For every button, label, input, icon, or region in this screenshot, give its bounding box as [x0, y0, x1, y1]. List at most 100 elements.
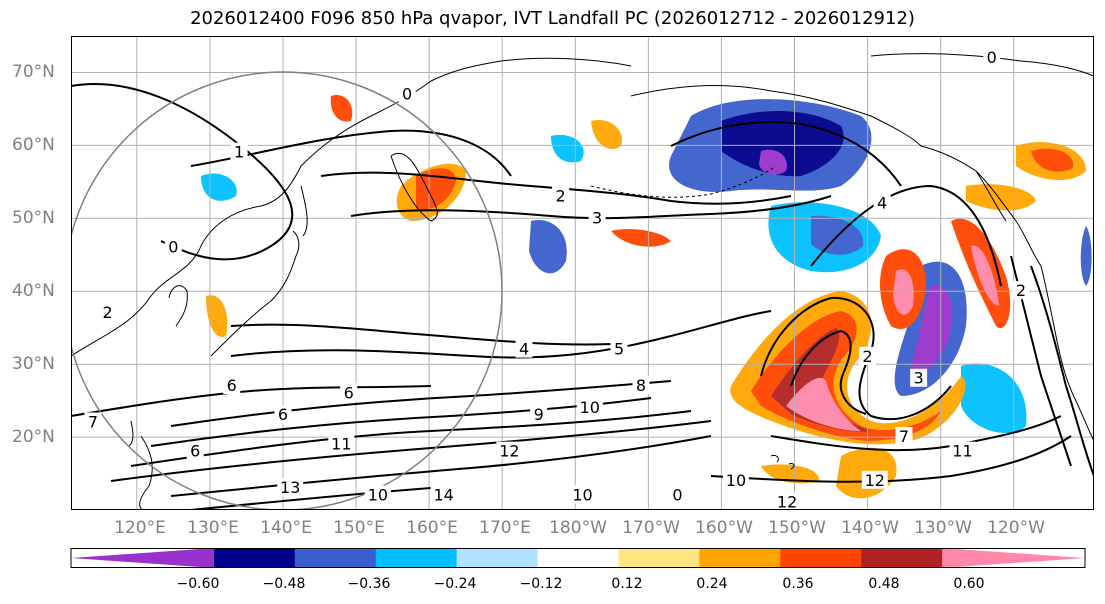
contour-label: 11: [952, 442, 972, 461]
pos-field-canada-core: [1031, 148, 1074, 172]
contour-8: [170, 380, 672, 427]
lat-label-50n: 50°N: [12, 208, 55, 228]
contour-label: 5: [614, 340, 624, 359]
contour-label-bg: [398, 84, 416, 103]
lat-label-70n: 70°N: [12, 62, 55, 82]
contour-label-bg: [99, 303, 117, 322]
contour-label-bg: [632, 376, 650, 395]
contour-label: 1: [234, 143, 244, 162]
contour-label-bg: [668, 485, 686, 504]
lon-label-140e: 140°E: [260, 518, 312, 538]
contour-label-bg: [328, 434, 355, 453]
contour-label-bg: [223, 376, 241, 395]
lat-label-20n: 20°N: [12, 427, 55, 447]
colorbar-segment: [375, 548, 458, 568]
contour-label-bg: [84, 412, 102, 431]
figure-title: 2026012400 F096 850 hPa qvapor, IVT Land…: [190, 8, 915, 29]
colorbar-segment: [213, 548, 296, 568]
contours: [71, 83, 1094, 510]
contour-label: 12: [777, 493, 797, 510]
contour-label: 11: [331, 434, 351, 453]
lon-label-150w: 150°W: [768, 518, 826, 538]
contour-alaska: [670, 121, 902, 187]
contour-na-2: [1030, 265, 1094, 477]
cb-tick-0-48: 0.48: [868, 576, 900, 592]
colorbar-segment: [699, 548, 781, 568]
radius-circle: [71, 71, 503, 510]
pos-field-kamchatka-core: [416, 168, 456, 210]
lon-label-130e: 130°E: [187, 518, 239, 538]
neg-field-alaska-purple: [759, 149, 787, 175]
contour-12: [170, 435, 712, 497]
colorbar-frame: [70, 548, 1086, 568]
contour-label-bg: [230, 142, 248, 161]
cb-tick-minus-0-60: −0.60: [176, 576, 220, 592]
colorbar: [70, 548, 1086, 568]
lon-label-160w: 160°W: [695, 518, 753, 538]
colorbar-segment: [861, 548, 943, 568]
coast-aleutians: [590, 165, 777, 198]
cb-tick-minus-0-36: −0.36: [347, 576, 391, 592]
contour-label-bg: [515, 339, 533, 358]
contour-label-bg: [552, 186, 570, 205]
colorbar-segment: [294, 548, 377, 568]
coast-korea: [168, 285, 188, 327]
coast-sakhalin: [300, 185, 308, 237]
contour-label: 0: [402, 84, 412, 103]
contour-4: [230, 323, 612, 346]
contour-low-ring-inner: [790, 329, 867, 415]
contour-label: 12: [499, 442, 519, 461]
contour-11: [110, 420, 712, 482]
contour-label: 2: [102, 303, 112, 322]
contour-label-bg: [858, 346, 876, 365]
contour-label: 3: [914, 369, 924, 388]
contour-label-bg: [430, 485, 457, 504]
pos-field-alberta: [966, 184, 1036, 211]
lat-label-40n: 40°N: [12, 281, 55, 301]
contour-label-bg: [588, 208, 606, 227]
contour-label-bg: [576, 397, 603, 416]
pos-field-ring-pink: [786, 377, 861, 431]
contour-label: 2: [862, 347, 872, 366]
pos-field-north: [591, 120, 622, 149]
neg-field-subtropics: [961, 363, 1027, 434]
contour-label: 3: [592, 208, 602, 227]
lat-label-60n: 60°N: [12, 135, 55, 155]
contour-label: 10: [580, 398, 600, 417]
lon-label-170e: 170°E: [479, 518, 531, 538]
contour-label-bg: [164, 237, 182, 256]
contour-3: [350, 195, 832, 220]
lon-label-120e: 120°E: [114, 518, 166, 538]
cb-tick-0-24: 0.24: [696, 576, 728, 592]
colorbar-extend-max: [942, 548, 1085, 568]
contour-label-bg: [530, 405, 548, 424]
colorbar-segment: [456, 548, 539, 568]
contour-label-bg: [496, 441, 523, 460]
coast-arctic: [500, 53, 1094, 77]
contour-label: 6: [190, 442, 200, 461]
shaded-fields: [201, 95, 1092, 499]
contour-label: 10: [572, 485, 592, 504]
contour-label-bg: [910, 368, 928, 387]
contour-label: 6: [227, 376, 237, 395]
contour-label: 9: [534, 405, 544, 424]
contour-label-bg: [364, 485, 391, 504]
contour-label: 10: [368, 485, 388, 504]
lon-label-150e: 150°E: [333, 518, 385, 538]
contour-label-bg: [186, 441, 204, 460]
contour-13: [190, 487, 432, 510]
contour-label: 4: [877, 194, 887, 213]
contour-label-bg: [774, 492, 801, 510]
contour-label: 8: [636, 376, 646, 395]
neg-field-east-pac-purple: [911, 285, 953, 374]
contour-5: [230, 310, 772, 359]
cb-tick-minus-0-12: −0.12: [519, 576, 563, 592]
contour-2: [320, 171, 792, 205]
contour-0: [71, 83, 294, 261]
coast-na-west: [1040, 265, 1094, 442]
map-frame: [71, 36, 1094, 510]
colorbar-segment: [618, 548, 700, 568]
contour-label: 14: [433, 485, 453, 504]
pos-field-east-lobe-pink: [893, 269, 914, 315]
